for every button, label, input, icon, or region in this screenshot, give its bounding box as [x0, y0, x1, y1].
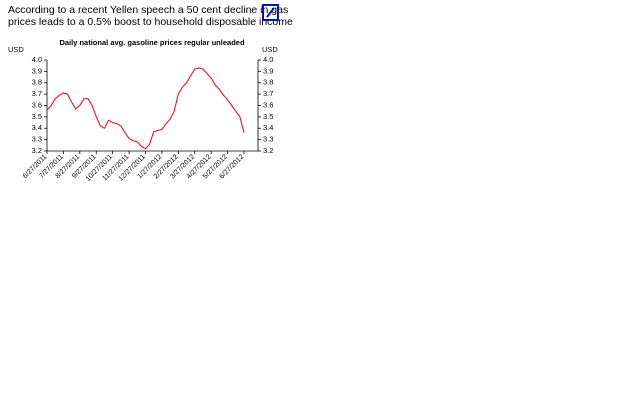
line-series: [46, 67, 245, 150]
logo: [262, 4, 279, 21]
y2-tick-label: 3.8: [263, 78, 273, 87]
y-axis-label: USD: [8, 45, 24, 54]
y2-tick-label: 3.4: [263, 123, 273, 132]
y2-tick-label: 3.5: [263, 112, 273, 121]
y-tick-label: 3.3: [32, 135, 42, 144]
y-tick-label: 3.7: [32, 89, 42, 98]
y-tick-label: 3.2: [32, 146, 42, 155]
y2-tick-label: 3.3: [263, 135, 273, 144]
chart-title: Daily national avg. gasoline prices regu…: [59, 38, 244, 47]
y-tick-label: 3.5: [32, 112, 42, 121]
y2-tick-label: 3.9: [263, 66, 273, 75]
y-tick-label: 3.4: [32, 123, 42, 132]
y2-tick-label: 3.6: [263, 100, 273, 109]
header-line: prices leads to a 0.5% boost to househol…: [8, 16, 293, 28]
y-tick-label: 3.6: [32, 100, 42, 109]
y-tick-label: 3.9: [32, 66, 42, 75]
y2-tick-label: 3.2: [263, 146, 273, 155]
y2-tick-label: 3.7: [263, 89, 273, 98]
header-line: According to a recent Yellen speech a 50…: [8, 4, 288, 16]
y-tick-label: 4.0: [32, 55, 42, 64]
y2-tick-label: 4.0: [263, 55, 273, 64]
y2-axis-label: USD: [262, 45, 278, 54]
y-tick-label: 3.8: [32, 78, 42, 87]
